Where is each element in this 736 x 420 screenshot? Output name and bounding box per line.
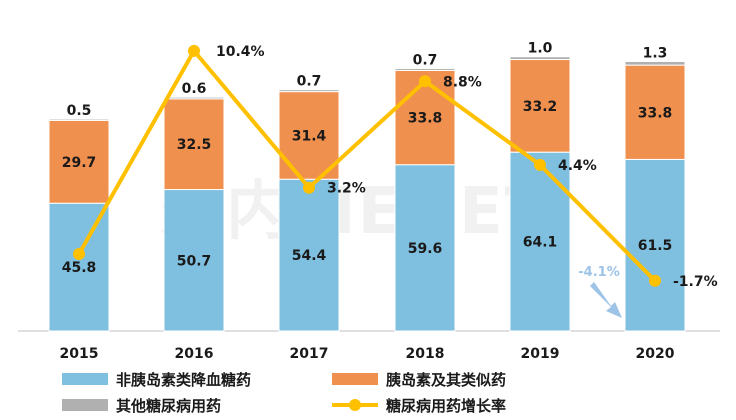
legend-label: 非胰岛素类降血糖药 [116, 370, 252, 389]
bar-segment [48, 118, 110, 121]
growth-rate-label: 3.2% [327, 181, 366, 197]
legend-item-growth-rate: 糖尿病用药增长率 [332, 394, 506, 416]
bar-value-label: 61.5 [638, 238, 673, 254]
x-tick-label: 2018 [406, 346, 445, 362]
growth-rate-label: 10.4% [216, 44, 265, 60]
growth-rate-point [649, 274, 661, 287]
bar-value-label: 32.5 [177, 137, 212, 153]
legend-swatch [62, 399, 108, 411]
bar-segment [278, 89, 340, 93]
bar-value-label: 33.8 [408, 111, 443, 127]
bar-value-label: 33.8 [638, 105, 673, 121]
growth-rate-label: 8.8% [443, 74, 482, 90]
legend-swatch [62, 373, 108, 385]
bar-value-label: 54.4 [292, 248, 327, 264]
growth-rate-point [303, 181, 315, 194]
bar-value-label: 0.7 [413, 52, 438, 68]
legend-label: 其他糖尿病用药 [116, 396, 222, 415]
growth-rate-label: -1.7% [673, 274, 718, 290]
bar-segment [509, 151, 571, 332]
bar-value-label: 0.7 [297, 74, 322, 90]
legend-item-insulin: 胰岛素及其类似药 [332, 368, 506, 390]
bar-segment [394, 164, 456, 332]
bar-segment [278, 178, 340, 332]
bar-segment [624, 158, 686, 332]
legend-label: 糖尿病用药增长率 [386, 396, 507, 415]
legend-item-non-insulin: 非胰岛素类降血糖药 [62, 368, 251, 390]
bar-value-label: 33.2 [523, 99, 558, 115]
legend-label: 胰岛素及其类似药 [386, 370, 507, 389]
legend-line-swatch [332, 399, 378, 411]
x-tick-label: 2019 [521, 346, 560, 362]
bar-segment [509, 56, 571, 61]
growth-rate-point [534, 158, 546, 171]
annotation-label: -4.1% [578, 265, 619, 280]
legend-item-other: 其他糖尿病用药 [62, 394, 221, 416]
bar-segment [394, 67, 456, 71]
bar-value-label: 59.6 [408, 241, 443, 257]
bar-segment [163, 96, 225, 100]
growth-rate-point [73, 248, 85, 260]
bar-value-label: 50.7 [177, 253, 212, 269]
bar-value-label: 1.3 [643, 45, 668, 61]
bar-value-label: 31.4 [292, 128, 327, 144]
growth-rate-line [77, 48, 657, 283]
growth-rate-point [419, 75, 431, 88]
bar-value-label: 0.6 [182, 81, 207, 97]
bar-segment [48, 119, 110, 204]
bar-segment [163, 189, 225, 332]
bar-value-label: 45.8 [62, 260, 97, 276]
bar-segment [48, 202, 110, 332]
legend-swatch [332, 373, 378, 385]
x-tick-label: 2017 [290, 346, 329, 362]
growth-rate-label: 4.4% [558, 158, 597, 174]
bar-value-label: 0.5 [67, 103, 92, 119]
legend: 非胰岛素类降血糖药 胰岛素及其类似药 其他糖尿病用药 糖尿病用药增长率 [0, 362, 736, 420]
x-tick-label: 2016 [175, 346, 214, 362]
bar-segment [624, 64, 686, 160]
bar-value-label: 29.7 [62, 155, 97, 171]
x-tick-label: 2015 [60, 346, 99, 362]
growth-rate-point [188, 44, 200, 57]
x-tick-label: 2020 [636, 346, 675, 362]
bar-value-label: 1.0 [528, 41, 553, 57]
bar-segment [624, 60, 686, 66]
bar-segment [163, 98, 225, 191]
bar-value-label: 64.1 [523, 235, 558, 251]
down-arrow-icon [590, 282, 622, 318]
